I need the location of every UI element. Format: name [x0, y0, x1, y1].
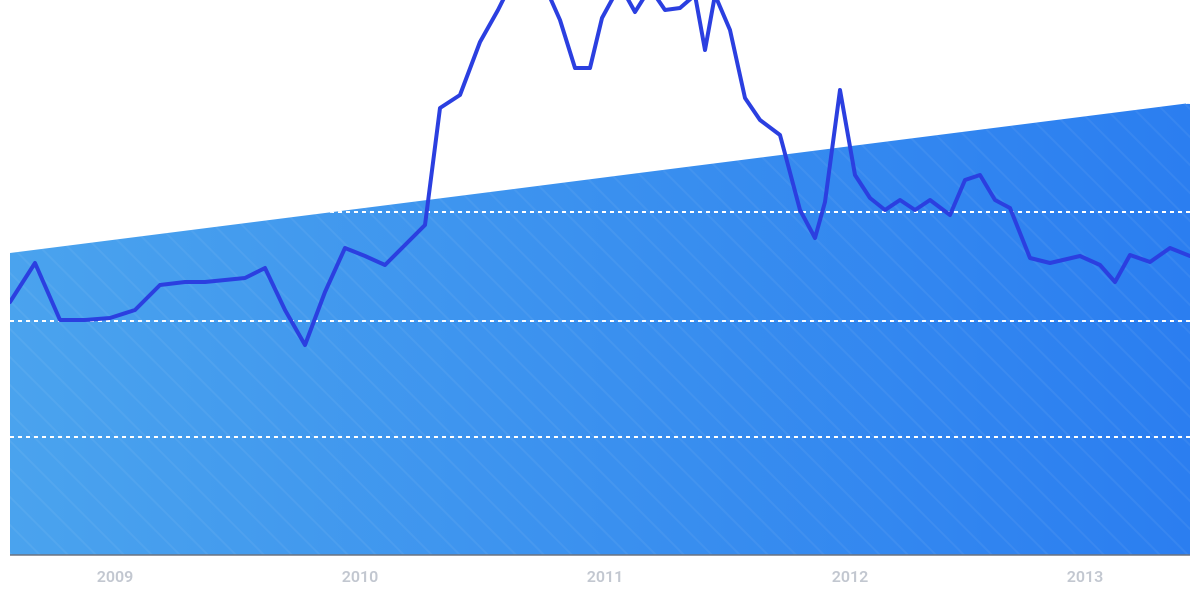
x-tick-label: 2010: [342, 567, 379, 586]
x-axis-labels: 2009 2010 2011 2012 2013: [97, 567, 1104, 586]
x-tick-label: 2012: [832, 567, 869, 586]
x-tick-label: 2013: [1067, 567, 1104, 586]
x-tick-label: 2011: [587, 567, 624, 586]
area-fill: [10, 103, 1190, 555]
x-tick-label: 2009: [97, 567, 134, 586]
chart-svg: 2009 2010 2011 2012 2013: [0, 0, 1200, 599]
chart-container: 2009 2010 2011 2012 2013: [0, 0, 1200, 599]
